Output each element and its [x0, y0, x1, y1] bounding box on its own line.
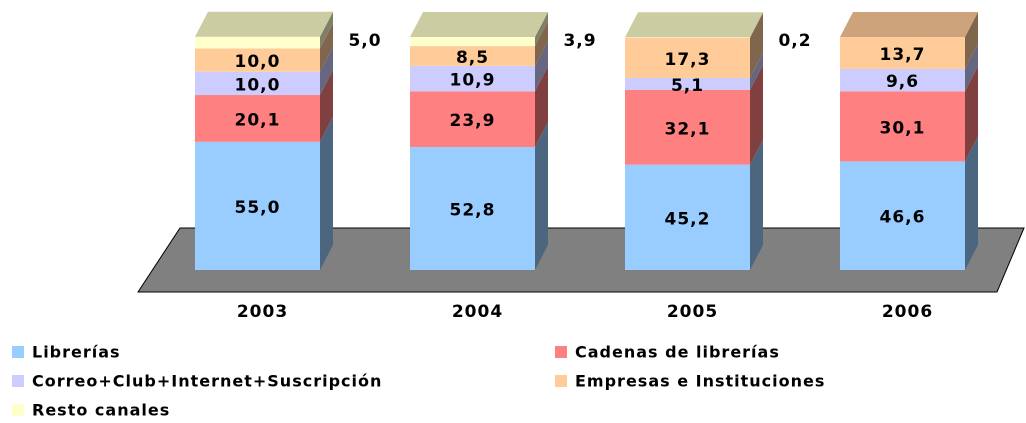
legend-swatch	[12, 404, 24, 416]
bar-segment	[195, 141, 320, 270]
bar-side	[750, 12, 763, 79]
bar-top	[410, 12, 548, 37]
legend-swatch	[12, 346, 24, 358]
bar-side	[750, 139, 763, 270]
bar-segment	[410, 146, 535, 270]
bar-side	[965, 136, 978, 270]
bar-segment	[195, 71, 320, 96]
bar-segment	[625, 89, 750, 165]
bar-side	[965, 12, 978, 69]
data-label: 45,2	[665, 209, 711, 229]
x-tick-label: 2006	[882, 302, 933, 322]
data-label: 10,0	[235, 75, 281, 95]
legend-label: Librerías	[32, 343, 121, 362]
bar-side	[320, 23, 333, 72]
bar-side	[320, 11, 333, 49]
legend-swatch	[555, 375, 567, 387]
data-label: 20,1	[235, 110, 281, 130]
x-tick-label: 2003	[237, 302, 288, 322]
bar-side	[535, 21, 548, 66]
floor	[137, 227, 1025, 293]
data-label: 17,3	[665, 50, 711, 70]
data-label: 13,7	[880, 45, 926, 65]
legend-swatch	[12, 375, 24, 387]
bar-side	[320, 116, 333, 270]
bar-segment	[410, 65, 535, 92]
data-label: 46,6	[880, 208, 926, 228]
bar-segment	[195, 48, 320, 72]
x-tick-label: 2004	[452, 302, 503, 322]
bar-side	[320, 46, 333, 96]
bar-segment	[410, 91, 535, 147]
x-tick-label: 2005	[667, 302, 718, 322]
bar-segment	[195, 95, 320, 142]
bar-segment	[625, 37, 750, 79]
legend-label: Correo+Club+Internet+Suscripción	[32, 372, 382, 391]
bar-segment	[840, 91, 965, 162]
bar-side	[750, 53, 763, 90]
bar-side	[535, 40, 548, 92]
bar-side	[320, 70, 333, 142]
data-label: 3,9	[563, 31, 596, 51]
data-label: 9,6	[886, 72, 919, 92]
bar-segment	[625, 78, 750, 90]
bar-segment	[625, 164, 750, 270]
bar-side	[535, 66, 548, 147]
bar-segment	[195, 36, 320, 49]
data-label: 5,0	[348, 31, 381, 51]
data-label: 5,1	[671, 76, 704, 96]
data-label: 55,0	[235, 198, 281, 218]
data-label: 10,9	[450, 71, 496, 91]
bar-segment	[840, 37, 965, 69]
bar-segment	[410, 37, 535, 47]
bar-top	[840, 12, 978, 37]
legend-label: Resto canales	[32, 401, 170, 420]
bar-side	[965, 43, 978, 92]
data-label: 10,0	[235, 52, 281, 72]
bar-side	[535, 12, 548, 47]
legend-label: Empresas e Instituciones	[575, 372, 825, 391]
bar-side	[535, 121, 548, 270]
data-label: 32,1	[665, 119, 711, 139]
data-label: 0,2	[778, 31, 811, 51]
bar-side	[965, 66, 978, 162]
data-label: 52,8	[450, 200, 496, 220]
data-label: 30,1	[880, 118, 926, 138]
legend-label: Cadenas de librerías	[575, 343, 780, 362]
legend-swatch	[555, 346, 567, 358]
bar-segment	[410, 46, 535, 66]
bar-side	[750, 12, 763, 38]
data-label: 23,9	[450, 111, 496, 131]
bar-segment	[840, 161, 965, 270]
bar-top	[625, 12, 763, 38]
bar-segment	[840, 68, 965, 92]
bar-side	[750, 64, 763, 165]
data-label: 8,5	[456, 48, 489, 68]
bar-top	[195, 11, 333, 37]
